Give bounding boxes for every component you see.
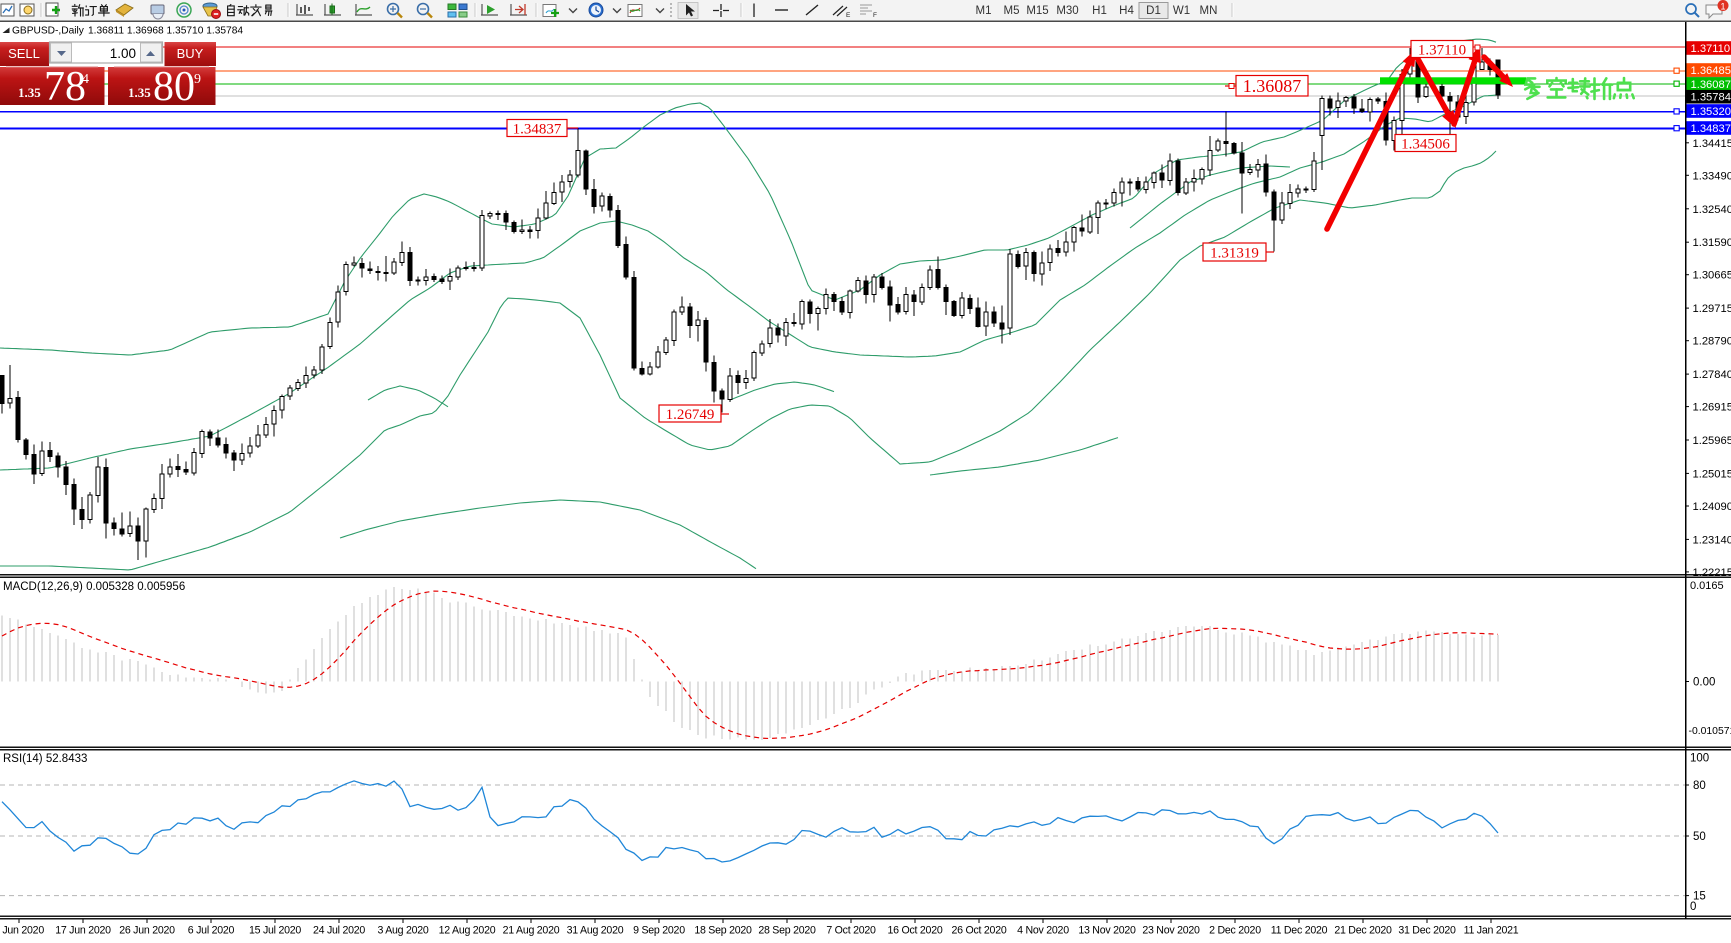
svg-text:100: 100 — [1690, 753, 1709, 765]
svg-text:31 Dec 2020: 31 Dec 2020 — [1398, 925, 1456, 937]
svg-text:24 Jul 2020: 24 Jul 2020 — [313, 925, 365, 937]
svg-text:16 Oct 2020: 16 Oct 2020 — [888, 925, 943, 937]
svg-text:1.27840: 1.27840 — [1693, 369, 1731, 381]
svg-text:26 Jun 2020: 26 Jun 2020 — [119, 925, 175, 937]
svg-text:9: 9 — [194, 72, 201, 87]
svg-text:1.34837: 1.34837 — [1691, 123, 1731, 135]
svg-text:1.31590: 1.31590 — [1693, 237, 1731, 249]
svg-text:6 Jul 2020: 6 Jul 2020 — [188, 925, 235, 937]
svg-text:1.31319: 1.31319 — [1210, 245, 1259, 261]
svg-text:1.35320: 1.35320 — [1691, 106, 1731, 118]
svg-text:1.34506: 1.34506 — [1401, 136, 1450, 152]
svg-text:1.23140: 1.23140 — [1693, 534, 1731, 546]
svg-text:15 Jul 2020: 15 Jul 2020 — [249, 925, 301, 937]
svg-text:9 Sep 2020: 9 Sep 2020 — [633, 925, 685, 937]
svg-text:SELL: SELL — [8, 46, 40, 61]
svg-text:1.22215: 1.22215 — [1693, 567, 1731, 579]
svg-text:4: 4 — [82, 72, 89, 87]
svg-text:1.28790: 1.28790 — [1693, 336, 1731, 348]
svg-text:80: 80 — [153, 64, 195, 110]
svg-text:1.26915: 1.26915 — [1693, 402, 1731, 414]
svg-text:MACD(12,26,9) 0.005328 0.00595: MACD(12,26,9) 0.005328 0.005956 — [3, 581, 185, 593]
svg-text:1.33490: 1.33490 — [1693, 170, 1731, 182]
svg-text:1.35784: 1.35784 — [1691, 92, 1731, 104]
svg-text:RSI(14) 52.8433: RSI(14) 52.8433 — [3, 753, 87, 765]
svg-text:1.36087: 1.36087 — [1691, 79, 1731, 91]
svg-text:31 Aug 2020: 31 Aug 2020 — [567, 925, 624, 937]
svg-text:21 Aug 2020: 21 Aug 2020 — [503, 925, 560, 937]
svg-text:1.26749: 1.26749 — [666, 407, 715, 423]
svg-text:1: 1 — [1720, 2, 1725, 12]
svg-text:M30: M30 — [1056, 5, 1078, 17]
svg-text:0.0165: 0.0165 — [1690, 580, 1724, 592]
svg-text:-0.010571: -0.010571 — [1689, 726, 1731, 737]
svg-text:50: 50 — [1693, 831, 1706, 843]
svg-text:78: 78 — [44, 64, 86, 110]
svg-text:3 Aug 2020: 3 Aug 2020 — [377, 925, 428, 937]
svg-text:1.36087: 1.36087 — [1243, 76, 1302, 96]
svg-text:26 Oct 2020: 26 Oct 2020 — [952, 925, 1007, 937]
svg-text:H4: H4 — [1119, 5, 1134, 17]
svg-text:D1: D1 — [1146, 5, 1161, 17]
svg-text:E: E — [846, 12, 851, 19]
svg-text:11 Dec 2020: 11 Dec 2020 — [1271, 925, 1328, 937]
svg-text:1.37110: 1.37110 — [1691, 43, 1731, 55]
svg-text:1.24090: 1.24090 — [1693, 501, 1731, 513]
svg-text:MN: MN — [1200, 5, 1218, 17]
svg-text:0.00: 0.00 — [1693, 677, 1715, 689]
svg-text:13 Nov 2020: 13 Nov 2020 — [1078, 925, 1136, 937]
svg-text:4 Nov 2020: 4 Nov 2020 — [1017, 925, 1069, 937]
svg-text:2 Dec 2020: 2 Dec 2020 — [1209, 925, 1261, 937]
svg-text:1.34415: 1.34415 — [1693, 138, 1731, 150]
svg-text:1.25965: 1.25965 — [1693, 435, 1731, 447]
svg-text:17 Jun 2020: 17 Jun 2020 — [55, 925, 111, 937]
svg-text:M5: M5 — [1004, 5, 1020, 17]
svg-text:GBPUSD-,Daily: GBPUSD-,Daily — [12, 26, 85, 37]
svg-text:F: F — [873, 12, 877, 19]
svg-text:1.00: 1.00 — [110, 46, 136, 61]
svg-text:80: 80 — [1693, 780, 1706, 792]
svg-text:23 Nov 2020: 23 Nov 2020 — [1142, 925, 1200, 937]
svg-text:1.25015: 1.25015 — [1693, 468, 1731, 480]
svg-text:11 Jan 2021: 11 Jan 2021 — [1464, 925, 1519, 937]
svg-text:M15: M15 — [1026, 5, 1048, 17]
svg-text:18 Sep 2020: 18 Sep 2020 — [694, 925, 752, 937]
svg-text:8 Jun 2020: 8 Jun 2020 — [0, 925, 44, 937]
svg-text:1.35: 1.35 — [128, 85, 151, 100]
svg-text:0: 0 — [1690, 901, 1696, 913]
svg-text:1.34837: 1.34837 — [513, 121, 562, 137]
svg-text:28 Sep 2020: 28 Sep 2020 — [758, 925, 816, 937]
svg-text:7 Oct 2020: 7 Oct 2020 — [826, 925, 876, 937]
svg-text:H1: H1 — [1092, 5, 1107, 17]
svg-text:1.37110: 1.37110 — [1418, 42, 1466, 58]
svg-text:W1: W1 — [1173, 5, 1190, 17]
svg-text:1.36485: 1.36485 — [1691, 65, 1731, 77]
svg-text:21 Dec 2020: 21 Dec 2020 — [1334, 925, 1392, 937]
svg-text:12 Aug 2020: 12 Aug 2020 — [439, 925, 496, 937]
svg-text:BUY: BUY — [177, 46, 204, 61]
svg-text:1.36811 1.36968 1.35710 1.3578: 1.36811 1.36968 1.35710 1.35784 — [88, 26, 243, 37]
svg-text:1.32540: 1.32540 — [1693, 204, 1731, 216]
svg-text:M1: M1 — [976, 5, 992, 17]
svg-text:1.30665: 1.30665 — [1693, 270, 1731, 282]
svg-text:1.35: 1.35 — [18, 85, 41, 100]
svg-text:1.29715: 1.29715 — [1693, 303, 1731, 315]
